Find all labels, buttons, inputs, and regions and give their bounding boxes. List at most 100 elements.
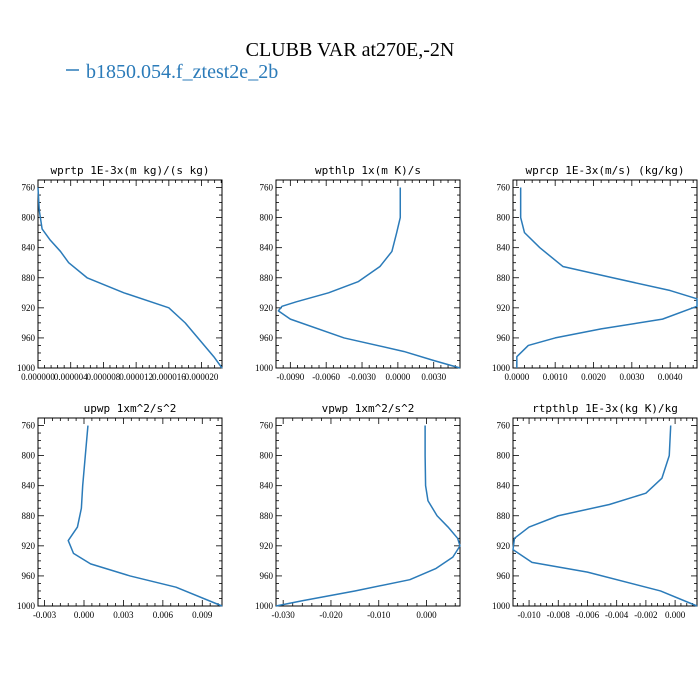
y-tick-label: 840 (497, 481, 511, 491)
y-tick-label: 840 (22, 243, 36, 253)
y-tick-label: 880 (22, 511, 36, 521)
x-tick-label: -0.008 (547, 610, 571, 620)
y-tick-label: 920 (497, 541, 511, 551)
y-tick-label: 840 (22, 481, 36, 491)
x-tick-label: 0.000 (665, 610, 686, 620)
panel-4: upwp 1xm^2/s^2 760 800 840 880 920 960 1000-0.0… (17, 402, 223, 620)
panel-title: rtpthlp 1E-3x(kg K)/kg (532, 402, 678, 415)
y-tick-label: 960 (22, 333, 36, 343)
y-tick-label: 1000 (17, 363, 36, 373)
plot-frame (275, 179, 461, 369)
plot-frame (37, 179, 223, 369)
y-tick-label: 960 (22, 571, 36, 581)
panel-3: wprcp 1E-3x(m/s) (kg/kg) 760 800 840 880 920 9… (492, 164, 698, 382)
y-tick-label: 760 (22, 183, 36, 193)
y-tick-label: 880 (497, 511, 511, 521)
y-tick-label: 760 (497, 421, 511, 431)
y-tick-label: 800 (260, 213, 274, 223)
y-tick-label: 920 (260, 541, 274, 551)
y-tick-label: 880 (260, 273, 274, 283)
panel-title: wprcp 1E-3x(m/s) (kg/kg) (526, 164, 685, 177)
y-tick-label: 1000 (492, 601, 511, 611)
x-tick-label: -0.010 (517, 610, 541, 620)
y-tick-label: 960 (497, 333, 511, 343)
x-tick-label: -0.003 (33, 610, 57, 620)
y-tick-label: 960 (497, 571, 511, 581)
series-line-1 (512, 425, 698, 607)
y-tick-label: 840 (260, 243, 274, 253)
y-tick-label: 800 (260, 451, 274, 461)
figure-legend: b1850.054.f_ztest2e_2b (66, 61, 278, 83)
panel-title: wprtp 1E-3x(m kg)/(s kg) (51, 164, 210, 177)
y-tick-label: 880 (260, 511, 274, 521)
series-line-1 (67, 425, 223, 607)
y-tick-label: 1000 (17, 601, 36, 611)
y-tick-label: 800 (497, 451, 511, 461)
series-line-1 (516, 187, 698, 368)
x-tick-label: -0.004 (605, 610, 629, 620)
x-tick-label: -0.0030 (348, 372, 376, 382)
x-tick-label: 0.000004 (54, 372, 88, 382)
panel-title: vpwp 1xm^2/s^2 (322, 402, 415, 415)
y-tick-label: 880 (497, 273, 511, 283)
y-tick-label: 800 (497, 213, 511, 223)
x-tick-label: 0.0000 (504, 372, 529, 382)
y-tick-label: 880 (22, 273, 36, 283)
x-tick-label: -0.020 (319, 610, 343, 620)
x-tick-label: 0.000008 (87, 372, 121, 382)
series-line-1 (277, 187, 461, 369)
x-tick-label: 0.000012 (119, 372, 153, 382)
figure-title: CLUBB VAR at270E,-2N (246, 39, 455, 61)
x-tick-label: 0.009 (192, 610, 213, 620)
series-line-1 (275, 425, 461, 607)
panel-1: wprtp 1E-3x(m kg)/(s kg) 760 800 840 880 920 9… (17, 164, 223, 382)
x-tick-label: 0.0030 (421, 372, 446, 382)
x-tick-label: -0.006 (576, 610, 600, 620)
x-tick-label: 0.000020 (185, 372, 219, 382)
panels: wprtp 1E-3x(m kg)/(s kg) 760 800 840 880 920 9… (17, 164, 698, 620)
y-tick-label: 760 (497, 183, 511, 193)
series-line-1 (37, 187, 223, 369)
x-tick-label: 0.006 (153, 610, 174, 620)
legend-label: b1850.054.f_ztest2e_2b (86, 61, 278, 83)
y-tick-label: 760 (260, 183, 274, 193)
x-tick-label: -0.002 (634, 610, 657, 620)
x-tick-label: 0.0040 (658, 372, 683, 382)
plot-frame (275, 417, 461, 607)
y-tick-label: 840 (497, 243, 511, 253)
y-tick-label: 840 (260, 481, 274, 491)
x-tick-label: 0.000 (74, 610, 95, 620)
x-tick-label: -0.0090 (276, 372, 304, 382)
y-tick-label: 1000 (255, 363, 274, 373)
y-tick-label: 760 (260, 421, 274, 431)
y-tick-label: 920 (260, 303, 274, 313)
x-tick-label: 0.003 (113, 610, 134, 620)
y-tick-label: 920 (497, 303, 511, 313)
y-tick-label: 960 (260, 333, 274, 343)
panel-6: rtpthlp 1E-3x(kg K)/kg 760 800 840 880 920 960… (492, 402, 698, 620)
y-tick-label: 760 (22, 421, 36, 431)
x-tick-label: 0.0030 (619, 372, 644, 382)
y-tick-label: 1000 (492, 363, 511, 373)
x-tick-label: 0.0000 (385, 372, 410, 382)
y-tick-label: 920 (22, 541, 36, 551)
x-tick-label: 0.000016 (152, 372, 186, 382)
x-tick-label: -0.010 (367, 610, 391, 620)
panel-2: wpthlp 1x(m K)/s7608008408809209601000-0… (255, 164, 461, 382)
panel-title: wpthlp 1x(m K)/s (315, 164, 421, 177)
plot-frame (512, 179, 698, 369)
x-tick-label: 0.000000 (21, 372, 55, 382)
y-tick-label: 800 (22, 213, 36, 223)
x-tick-label: 0.000 (416, 610, 437, 620)
x-tick-label: -0.0060 (312, 372, 340, 382)
x-tick-label: -0.030 (272, 610, 296, 620)
y-tick-label: 1000 (255, 601, 274, 611)
y-tick-label: 960 (260, 571, 274, 581)
plot-frame (37, 417, 223, 607)
y-tick-label: 800 (22, 451, 36, 461)
x-tick-label: 0.0020 (581, 372, 606, 382)
panel-title: upwp 1xm^2/s^2 (84, 402, 177, 415)
y-tick-label: 920 (22, 303, 36, 313)
panel-5: vpwp 1xm^2/s^27608008408809209601000-0.0… (255, 402, 461, 620)
